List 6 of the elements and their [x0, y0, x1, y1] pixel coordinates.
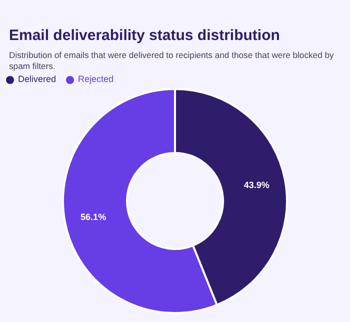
- legend-label: Rejected: [78, 74, 114, 84]
- chart-subtitle: Distribution of emails that were delivered to recipients and those that were blocked by spam filters.: [9, 50, 335, 72]
- chart-title: Email deliverability status distribution: [9, 27, 280, 44]
- data-label: 56.1%: [80, 212, 106, 222]
- data-label: 43.9%: [244, 180, 270, 190]
- legend-label: Delivered: [18, 74, 56, 84]
